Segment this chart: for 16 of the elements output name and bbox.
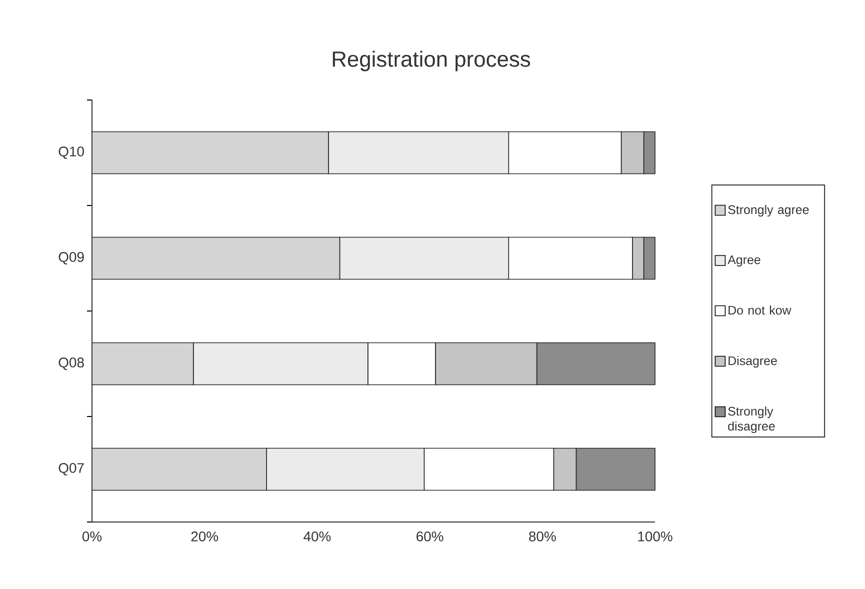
chart-title: Registration process <box>332 50 530 72</box>
x-tick-label: 80% <box>529 532 556 542</box>
legend-label: Strongly agree <box>728 204 809 217</box>
x-tick-label: 60% <box>416 532 444 542</box>
legend-label: Strongly disagree <box>728 406 775 434</box>
x-tick-label: 0% <box>82 532 102 542</box>
y-tick-label: Q07 <box>58 463 84 476</box>
legend-label: Disagree <box>728 356 777 368</box>
legend-label: Agree <box>728 255 760 267</box>
y-tick-label: Q10 <box>58 146 84 159</box>
x-tick-label: 100% <box>638 532 672 542</box>
y-tick-label: Q09 <box>58 252 84 264</box>
x-tick-label: 20% <box>191 532 218 542</box>
text: Do not kow <box>728 306 792 315</box>
y-tick-label: Q08 <box>58 358 84 370</box>
x-tick-label: 40% <box>304 532 331 542</box>
